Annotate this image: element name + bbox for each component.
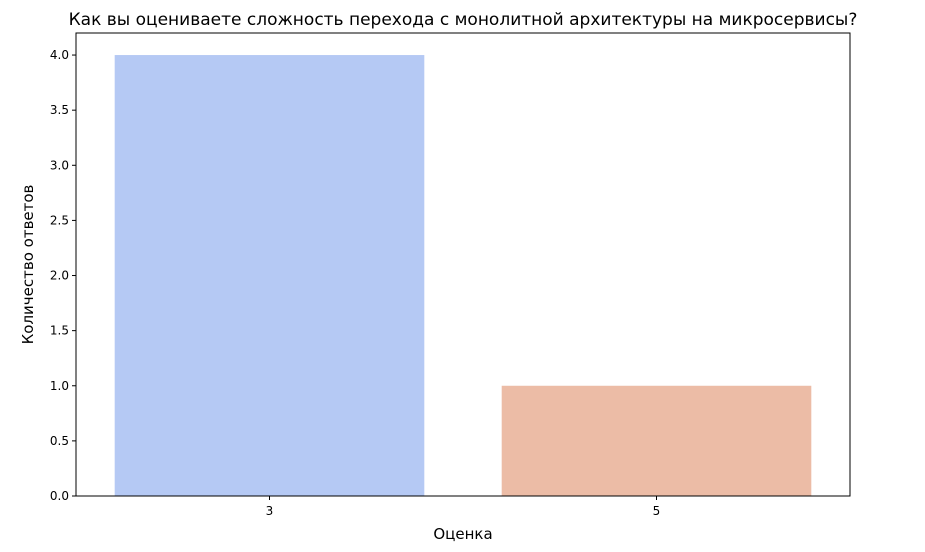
y-axis-label: Количество ответов [19, 185, 37, 345]
x-tick-label: 3 [266, 504, 274, 518]
y-axis-ticks: 0.0 0.5 1.0 1.5 2.0 2.5 3.0 3.5 4.0 [50, 48, 76, 503]
y-tick-label: 4.0 [50, 48, 69, 62]
y-tick-label: 1.0 [50, 379, 69, 393]
y-tick-label: 2.5 [50, 213, 69, 227]
x-tick-label: 5 [653, 504, 661, 518]
plot-frame [75, 32, 851, 497]
y-tick-label: 3.0 [50, 158, 69, 172]
y-tick-label: 0.5 [50, 434, 69, 448]
y-tick-label: 2.0 [50, 269, 69, 283]
bars-group [114, 55, 812, 497]
x-axis-label: Оценка [433, 525, 492, 543]
y-tick-label: 3.5 [50, 103, 69, 117]
chart-title: Как вы оцениваете сложность перехода с м… [69, 10, 858, 30]
bar-5 [501, 385, 812, 496]
y-tick-label: 0.0 [50, 489, 69, 503]
bar-3 [114, 55, 425, 497]
y-tick-label: 1.5 [50, 324, 69, 338]
